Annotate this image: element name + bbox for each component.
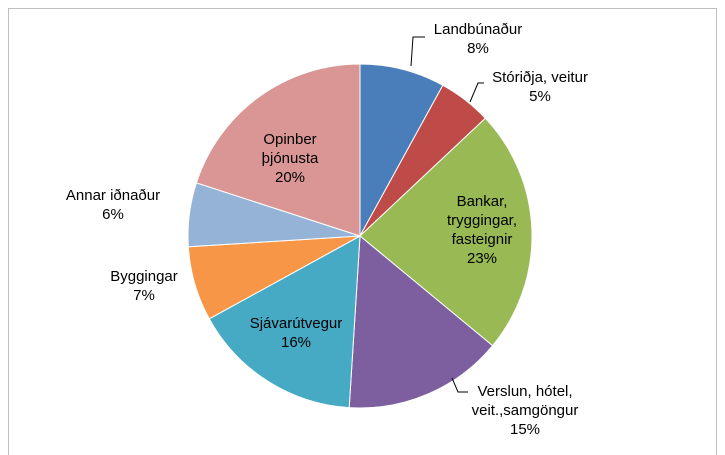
slice-label: Sjávarútvegur 16% [236, 314, 356, 352]
slice-value: 6% [102, 206, 124, 223]
pie-slice [195, 63, 361, 237]
slice-name: Opinber þjónusta [261, 131, 319, 167]
slice-label: Bankar, tryggingar, fasteignir 23% [427, 192, 537, 268]
slice-name: Byggingar [110, 268, 178, 285]
slice-value: 23% [466, 250, 498, 267]
slice-name: Bankar, tryggingar, fasteignir [446, 193, 518, 248]
slice-value: 5% [529, 88, 551, 105]
slice-label: Landbúnaður 8% [418, 20, 538, 58]
slice-name: Verslun, hótel, veit.,samgöngur [471, 383, 579, 419]
slice-value: 8% [467, 40, 489, 57]
leader-line [410, 36, 425, 67]
pie-slice [348, 234, 494, 409]
pie-slice [359, 117, 533, 347]
leader-line [469, 82, 484, 103]
slice-label: Verslun, hótel, veit.,samgöngur 15% [450, 382, 600, 439]
slice-label: Annar iðnaður 6% [48, 186, 178, 224]
slice-label: Stóriðja, veitur 5% [465, 68, 615, 106]
slice-name: Annar iðnaður [65, 187, 161, 204]
slice-value: 16% [280, 334, 312, 351]
slice-name: Stóriðja, veitur [492, 69, 588, 86]
pie-slice [208, 235, 361, 409]
slice-name: Landbúnaður [433, 21, 523, 38]
slice-name: Sjávarútvegur [249, 315, 343, 332]
slice-value: 15% [509, 421, 541, 438]
slice-value: 7% [133, 287, 155, 304]
slice-label: Byggingar 7% [89, 267, 199, 305]
slice-value: 20% [274, 169, 306, 186]
slice-label: Opinber þjónusta 20% [240, 130, 340, 187]
leader-line [451, 377, 468, 393]
